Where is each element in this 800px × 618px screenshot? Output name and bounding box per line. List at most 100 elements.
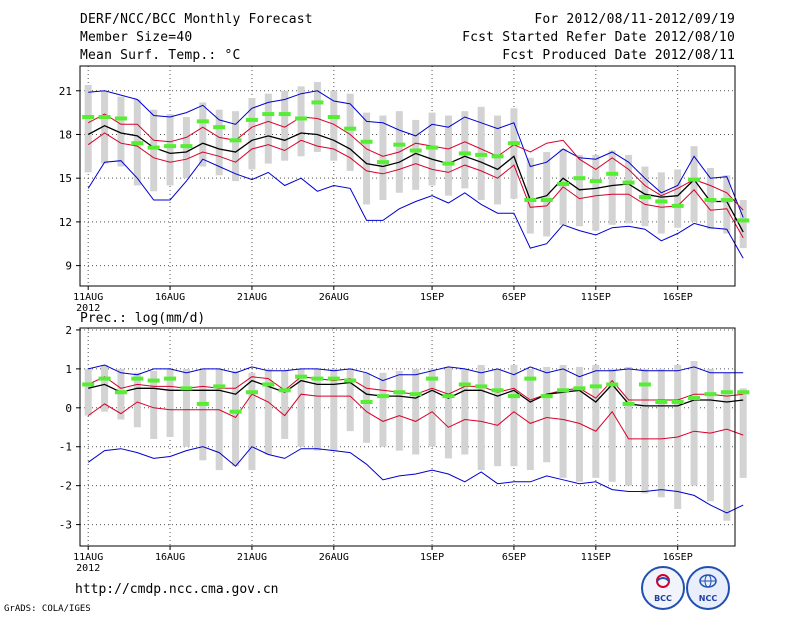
temp-y-tick-label: 15 [59,172,72,185]
prec-spread-bar [199,368,207,461]
temp-observed-marker [327,114,340,119]
prec-spread-bar [248,372,256,471]
prec-spread-bar [706,368,714,502]
temp-observed-marker [475,152,488,157]
source-url[interactable]: http://cmdp.ncc.cma.gov.cn [75,582,279,597]
temp-x-tick-label: 11AUG [73,292,103,303]
prec-observed-marker [524,376,537,381]
prec-y-tick-label: 0 [65,402,72,415]
prec-observed-marker [704,392,717,397]
temp-observed-marker [491,154,504,159]
ncc-globe-icon [699,574,717,588]
prec-spread-bar [297,368,305,447]
prec-observed-marker [114,390,127,395]
prec-x-tick-label: 16AUG [155,552,185,563]
prec-x-tick-label: 11SEP [581,552,611,563]
temp-y-tick-label: 18 [59,128,72,141]
prec-x-tick-label: 26AUG [319,552,349,563]
temp-observed-marker [688,177,701,182]
prec-observed-marker [360,399,373,404]
prec-observed-marker [311,376,324,381]
prec-observed-marker [491,388,504,393]
prec-observed-marker [507,394,520,399]
prec-observed-marker [622,401,635,406]
prec-x-tick-label: 16SEP [663,552,693,563]
prec-spread-bar [363,372,371,443]
prec-observed-marker [376,394,389,399]
temp-observed-marker [295,116,308,121]
temp-observed-marker [180,144,193,149]
prec-series-ensemble-min [87,446,744,514]
temp-spread-bar [313,82,321,152]
chart-title: DERF/NCC/BCC Monthly Forecast [80,12,313,27]
temp-observed-marker [245,117,258,122]
temp-observed-marker [540,198,553,203]
prec-plot-frame [79,327,736,547]
temp-x-tick-label: 21AUG [237,292,267,303]
variable-label: Mean Surf. Temp.: °C [80,48,241,63]
temp-observed-marker [426,145,439,150]
prec-spread-bar [313,368,321,451]
prec-spread-bar [281,370,289,439]
temp-x-tick-label: 26AUG [319,292,349,303]
temp-series-lower-envelope [87,132,744,239]
temp-x-tick-label: 16AUG [155,292,185,303]
temp-spread-bar [608,150,616,225]
temp-observed-marker [589,179,602,184]
prec-spread-bar [494,368,502,467]
temp-spread-bar [592,154,600,231]
prec-observed-marker [442,394,455,399]
temp-x-tick-label: 1SEP [420,292,444,303]
temp-observed-marker [557,182,570,187]
prec-observed-marker [82,382,95,387]
temp-spread-bar [412,119,420,190]
prec-observed-marker [540,394,553,399]
prec-spread-bar [641,368,649,494]
temp-observed-marker [98,114,111,119]
temp-spread-bar [117,96,125,167]
prec-observed-marker [327,376,340,381]
bcc-logo: BCC [641,566,685,610]
prec-spread-bar [150,370,158,439]
temp-series-ensemble-min [87,158,744,259]
temp-observed-marker [131,141,144,146]
ncc-logo: NCC [686,566,730,610]
temp-spread-bar [690,146,698,222]
prec-spread-bar [101,364,109,412]
temp-spread-bar [232,111,240,182]
prec-observed-marker [98,376,111,381]
prec-observed-marker [131,376,144,381]
prec-observed-marker [278,388,291,393]
temp-spread-bar [674,169,682,228]
prec-observed-marker [295,374,308,379]
prec-spread-bar [444,366,452,459]
temp-observed-marker [737,218,750,223]
temp-observed-marker [114,116,127,121]
temp-y-tick-label: 12 [59,216,72,229]
prec-observed-marker [213,384,226,389]
temp-observed-marker [524,198,537,203]
bcc-logo-text: BCC [654,594,672,603]
prec-observed-marker [409,392,422,397]
prec-observed-marker [606,382,619,387]
precip-label: Prec.: log(mm/d) [80,311,206,326]
temp-spread-bar [723,175,731,234]
temp-observed-marker [376,160,389,165]
temp-spread-bar [166,114,174,186]
temp-spread-bar [494,115,502,205]
prec-observed-marker [688,396,701,401]
temp-spread-bar [575,154,583,227]
temp-observed-marker [573,176,586,181]
temp-spread-bar [248,98,256,170]
prec-x-tick-label: 11AUG [73,552,103,563]
temp-spread-bar [84,84,92,173]
prec-spread-bar [657,368,665,498]
prec-observed-marker [475,384,488,389]
prec-spread-bar [428,368,436,447]
prec-spread-bar [592,364,600,478]
prec-observed-marker [458,382,471,387]
temp-spread-bar [543,151,551,237]
temp-spread-bar [346,93,354,171]
temp-spread-bar [461,111,469,189]
prec-spread-bar [232,370,240,467]
